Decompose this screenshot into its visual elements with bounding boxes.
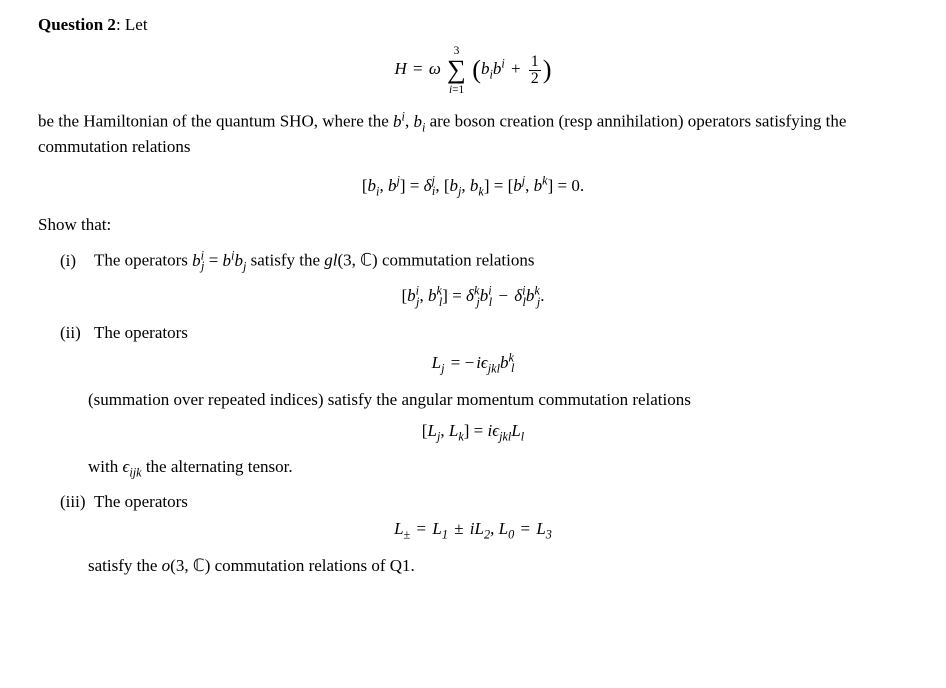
eps: ϵ (481, 353, 488, 372)
bkl2-sub: l (511, 361, 514, 375)
label-iii: (iii) (60, 491, 90, 514)
eps-sub: jkl (488, 361, 500, 375)
label-i: (i) (60, 250, 90, 273)
dil: δ (514, 286, 522, 305)
o-sym: o (162, 556, 171, 575)
L3-sub: 3 (546, 528, 552, 542)
gl-commutation: [bij, bkl] = δkjbil − δilbkj. (38, 283, 908, 311)
pm-iii: ± (448, 519, 470, 538)
Lk: L (449, 421, 458, 440)
lj-definition: Lj = −iϵjklbkl (38, 349, 908, 377)
comma-br: , [ (435, 176, 449, 195)
hamiltonian-paragraph: be the Hamiltonian of the quantum SHO, w… (38, 108, 908, 159)
eq-ii: = − (445, 353, 477, 372)
ii-text-c-a: with (88, 457, 122, 476)
eq-iii2: = (514, 519, 536, 538)
dkj: δ (466, 286, 474, 305)
ii-text-b: (summation over repeated indices) satisf… (88, 389, 908, 412)
show-that: Show that: (38, 214, 908, 237)
gl-arg: (3, ℂ) (338, 251, 378, 270)
label-ii: (ii) (60, 322, 90, 345)
question-title-line: Question 2: Let (38, 14, 908, 37)
i-text-a: The operators (94, 251, 192, 270)
Lj: L (432, 353, 441, 372)
bij2: b (407, 286, 416, 305)
period-i: . (540, 286, 544, 305)
comma-iii: , (490, 519, 499, 538)
eq-sign: = (407, 59, 429, 78)
L0: L (499, 519, 508, 538)
Lj2: L (427, 421, 436, 440)
part-ii: (ii) The operators (60, 322, 908, 345)
part-i: (i) The operators bij = bibj satisfy the… (60, 247, 908, 275)
eq-br2: ] = [ (484, 176, 513, 195)
minus-i: − (492, 286, 514, 305)
L1: L (432, 519, 441, 538)
hamiltonian-equation: H = ω 3 ∑ i=1 (bibi + 12) (38, 45, 908, 96)
comma-ii: , (440, 421, 449, 440)
b-i: b (368, 176, 377, 195)
sum-lower: =1 (452, 84, 464, 96)
bj3: b (513, 176, 522, 195)
bj4: b (234, 251, 243, 270)
ii-text-c-line: with ϵijk the alternating tensor. (88, 456, 908, 481)
commutation-equation: [bi, bj] = δji, [bj, bk] = [bj, bk] = 0. (38, 172, 908, 200)
summation: 3 ∑ i=1 (447, 45, 466, 96)
para1-a: be the Hamiltonian of the quantum SHO, w… (38, 112, 393, 131)
lpm-definition: L± = L1 ± iL2, L0 = L3 (38, 518, 908, 543)
eq-zero: ] = 0. (548, 176, 585, 195)
plus: + (505, 59, 527, 78)
iii-text-a: The operators (94, 492, 188, 511)
Ll-sub: l (521, 429, 524, 443)
i-text-c: commutation relations (378, 251, 535, 270)
comma4: , (525, 176, 534, 195)
angular-momentum-commutation: [Lj, Lk] = iϵjklLl (38, 420, 908, 445)
part-iii: (iii) The operators (60, 491, 908, 514)
Lpm: L (394, 519, 403, 538)
Lj-sub: j (441, 361, 444, 375)
iii-text-b-b: commutation relations of Q1. (210, 556, 414, 575)
eps3-sub: ijk (129, 466, 141, 480)
sym-b-sub: b (413, 112, 422, 131)
sym-omega: ω (429, 59, 441, 78)
i-text-b: satisfy the (246, 251, 324, 270)
iii-text-b-a: satisfy the (88, 556, 162, 575)
eq-part: ] = (400, 176, 424, 195)
Ll: L (511, 421, 520, 440)
bj2: b (450, 176, 459, 195)
bkl2: b (500, 353, 509, 372)
eq-iii: = (410, 519, 432, 538)
comma-i: , (419, 286, 428, 305)
o-arg: (3, ℂ) (170, 556, 210, 575)
ii-text-c-b: the alternating tensor. (142, 457, 293, 476)
question-number: Question 2 (38, 15, 116, 34)
sym-b-sup: b (393, 112, 402, 131)
ii-text-a: The operators (94, 323, 188, 342)
bk2: b (534, 176, 543, 195)
iii-text-b-line: satisfy the o(3, ℂ) commutation relation… (88, 555, 908, 578)
L2: L (475, 519, 484, 538)
delta: δ (424, 176, 432, 195)
gl: gl (324, 251, 337, 270)
bij: b (192, 251, 201, 270)
i-eq: = (204, 251, 222, 270)
L3: L (536, 519, 545, 538)
eq-i2: ] = (442, 286, 466, 305)
eq-ii2: ] = (464, 421, 488, 440)
frac-den: 2 (529, 71, 541, 87)
comma3: , (461, 176, 470, 195)
title-suffix: : Let (116, 15, 148, 34)
bi: b (223, 251, 232, 270)
eps2-sub: jkl (499, 429, 511, 443)
frac-num: 1 (529, 54, 541, 71)
one-half: 12 (529, 54, 541, 86)
sym-H: H (395, 59, 407, 78)
question-page: Question 2: Let H = ω 3 ∑ i=1 (bibi + 12… (0, 0, 946, 578)
comma2: , (379, 176, 388, 195)
